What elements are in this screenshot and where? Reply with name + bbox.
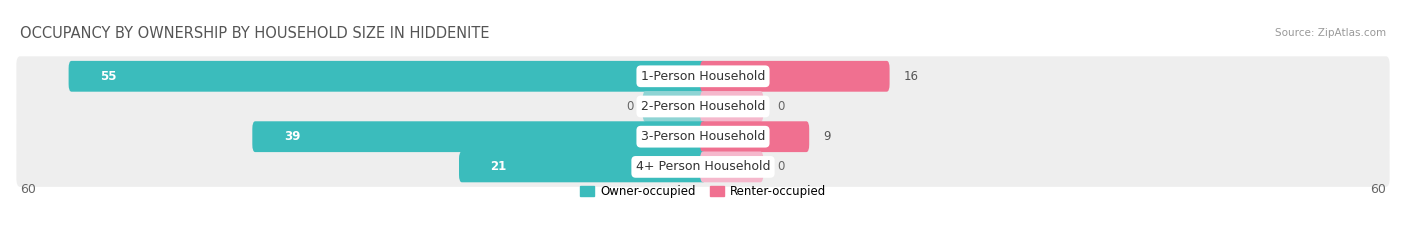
- FancyBboxPatch shape: [700, 91, 763, 122]
- Text: Source: ZipAtlas.com: Source: ZipAtlas.com: [1275, 28, 1386, 38]
- Text: 21: 21: [491, 160, 506, 173]
- Text: 0: 0: [778, 100, 785, 113]
- FancyBboxPatch shape: [700, 121, 810, 152]
- FancyBboxPatch shape: [17, 86, 1389, 127]
- FancyBboxPatch shape: [643, 91, 706, 122]
- FancyBboxPatch shape: [17, 56, 1389, 96]
- FancyBboxPatch shape: [17, 117, 1389, 157]
- Text: 1-Person Household: 1-Person Household: [641, 70, 765, 83]
- Text: 3-Person Household: 3-Person Household: [641, 130, 765, 143]
- Text: OCCUPANCY BY OWNERSHIP BY HOUSEHOLD SIZE IN HIDDENITE: OCCUPANCY BY OWNERSHIP BY HOUSEHOLD SIZE…: [20, 26, 489, 41]
- Text: 39: 39: [284, 130, 301, 143]
- Text: 0: 0: [778, 160, 785, 173]
- Text: 60: 60: [1371, 183, 1386, 196]
- Text: 4+ Person Household: 4+ Person Household: [636, 160, 770, 173]
- Text: 2-Person Household: 2-Person Household: [641, 100, 765, 113]
- Text: 55: 55: [100, 70, 117, 83]
- Text: 60: 60: [20, 183, 35, 196]
- Text: 0: 0: [627, 100, 634, 113]
- Text: 16: 16: [904, 70, 920, 83]
- FancyBboxPatch shape: [700, 151, 763, 182]
- FancyBboxPatch shape: [458, 151, 706, 182]
- Text: 9: 9: [824, 130, 831, 143]
- FancyBboxPatch shape: [69, 61, 706, 92]
- FancyBboxPatch shape: [252, 121, 706, 152]
- Legend: Owner-occupied, Renter-occupied: Owner-occupied, Renter-occupied: [579, 185, 827, 198]
- FancyBboxPatch shape: [700, 61, 890, 92]
- FancyBboxPatch shape: [17, 147, 1389, 187]
